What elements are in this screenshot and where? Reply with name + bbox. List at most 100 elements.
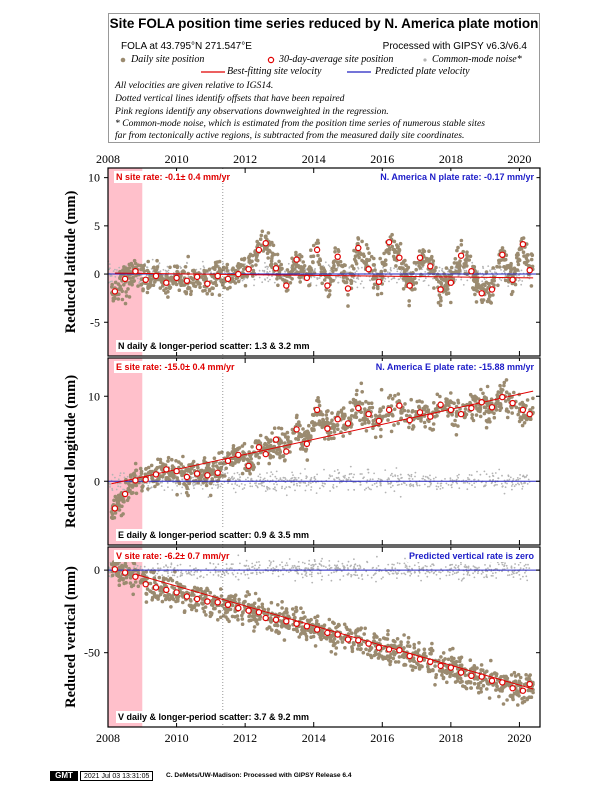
common-mode-point	[411, 567, 413, 570]
daily-position-point	[177, 288, 182, 293]
daily-position-point	[250, 264, 254, 268]
common-mode-point	[193, 487, 195, 490]
daily-position-point	[267, 461, 272, 466]
daily-position-point	[417, 406, 422, 410]
average-point	[173, 467, 180, 475]
common-mode-point	[236, 471, 239, 474]
daily-position-point	[489, 281, 494, 285]
daily-position-point	[524, 677, 529, 681]
common-mode-point	[239, 562, 241, 565]
common-mode-point	[373, 482, 376, 485]
daily-position-point	[481, 391, 485, 396]
common-mode-point	[517, 280, 520, 282]
common-mode-point	[271, 473, 274, 476]
common-mode-point	[292, 474, 294, 476]
common-mode-point	[374, 572, 377, 575]
daily-position-point	[468, 392, 473, 397]
daily-position-point	[517, 419, 522, 424]
common-mode-point	[201, 260, 204, 263]
daily-position-point	[252, 629, 256, 633]
common-mode-point	[288, 558, 291, 560]
common-mode-point	[375, 580, 377, 583]
daily-position-point	[250, 259, 254, 264]
common-mode-point	[216, 483, 219, 486]
daily-position-point	[319, 637, 324, 642]
daily-position-point	[121, 498, 126, 503]
common-mode-point	[492, 575, 494, 577]
daily-position-point	[233, 281, 238, 285]
daily-position-point	[375, 292, 380, 297]
common-mode-point	[423, 478, 426, 481]
daily-position-point	[277, 426, 281, 430]
legend-plate-line	[347, 71, 371, 73]
common-mode-point	[458, 473, 460, 476]
common-mode-point	[497, 477, 500, 480]
daily-position-point	[153, 484, 157, 489]
common-mode-point	[426, 575, 429, 578]
daily-position-point	[378, 256, 383, 261]
common-mode-point	[353, 558, 355, 561]
common-mode-point	[330, 566, 333, 569]
daily-position-point	[120, 297, 125, 302]
common-mode-point	[212, 574, 215, 576]
common-mode-point	[361, 280, 363, 283]
common-mode-point	[413, 571, 416, 574]
common-mode-point	[506, 482, 508, 485]
common-mode-point	[238, 473, 241, 476]
daily-position-point	[259, 243, 264, 248]
common-mode-point	[187, 275, 190, 278]
common-mode-point	[386, 478, 389, 481]
common-mode-point	[522, 568, 525, 570]
common-mode-point	[526, 483, 529, 485]
common-mode-point	[515, 572, 518, 574]
daily-position-point	[435, 277, 439, 282]
common-mode-point	[466, 488, 469, 491]
daily-position-point	[354, 392, 359, 397]
common-mode-point	[313, 269, 316, 272]
common-mode-point	[171, 574, 174, 577]
common-mode-point	[156, 562, 159, 565]
common-mode-point	[370, 488, 372, 491]
common-mode-point	[394, 474, 396, 477]
common-mode-point	[166, 265, 169, 268]
daily-position-point	[222, 285, 227, 290]
average-point	[478, 290, 485, 297]
daily-position-point	[275, 252, 280, 257]
daily-position-point	[411, 425, 416, 429]
common-mode-point	[367, 468, 370, 471]
common-mode-point	[159, 481, 162, 484]
common-mode-point	[441, 487, 444, 489]
average-point	[214, 272, 221, 280]
common-mode-point	[226, 571, 228, 573]
daily-position-point	[350, 649, 355, 654]
common-mode-point	[526, 579, 529, 582]
common-mode-point	[281, 487, 283, 490]
daily-position-point	[208, 590, 213, 595]
daily-position-point	[275, 277, 279, 281]
common-mode-point	[451, 479, 454, 482]
common-mode-point	[229, 477, 232, 480]
daily-position-point	[371, 263, 376, 267]
daily-position-point	[325, 409, 329, 414]
daily-position-point	[345, 277, 350, 281]
common-mode-point	[526, 474, 528, 477]
daily-position-point	[401, 287, 406, 291]
common-mode-point	[315, 284, 318, 287]
daily-position-point	[388, 662, 392, 667]
common-mode-point	[424, 565, 427, 567]
processing-info: Processed with GIPSY v6.3/v6.4	[382, 41, 527, 52]
common-mode-point	[249, 485, 252, 488]
common-mode-point	[297, 477, 300, 479]
y-axis-label: Reduced longitude (mm)	[63, 375, 79, 528]
daily-position-point	[289, 440, 293, 444]
common-mode-point	[181, 478, 184, 481]
common-mode-point	[109, 275, 112, 277]
daily-position-point	[393, 393, 397, 398]
common-mode-point	[291, 477, 294, 479]
daily-position-point	[396, 251, 401, 255]
common-mode-point	[343, 476, 346, 479]
common-mode-point	[245, 559, 248, 562]
common-mode-point	[328, 477, 330, 480]
common-mode-point	[179, 563, 182, 566]
common-mode-point	[258, 567, 260, 569]
